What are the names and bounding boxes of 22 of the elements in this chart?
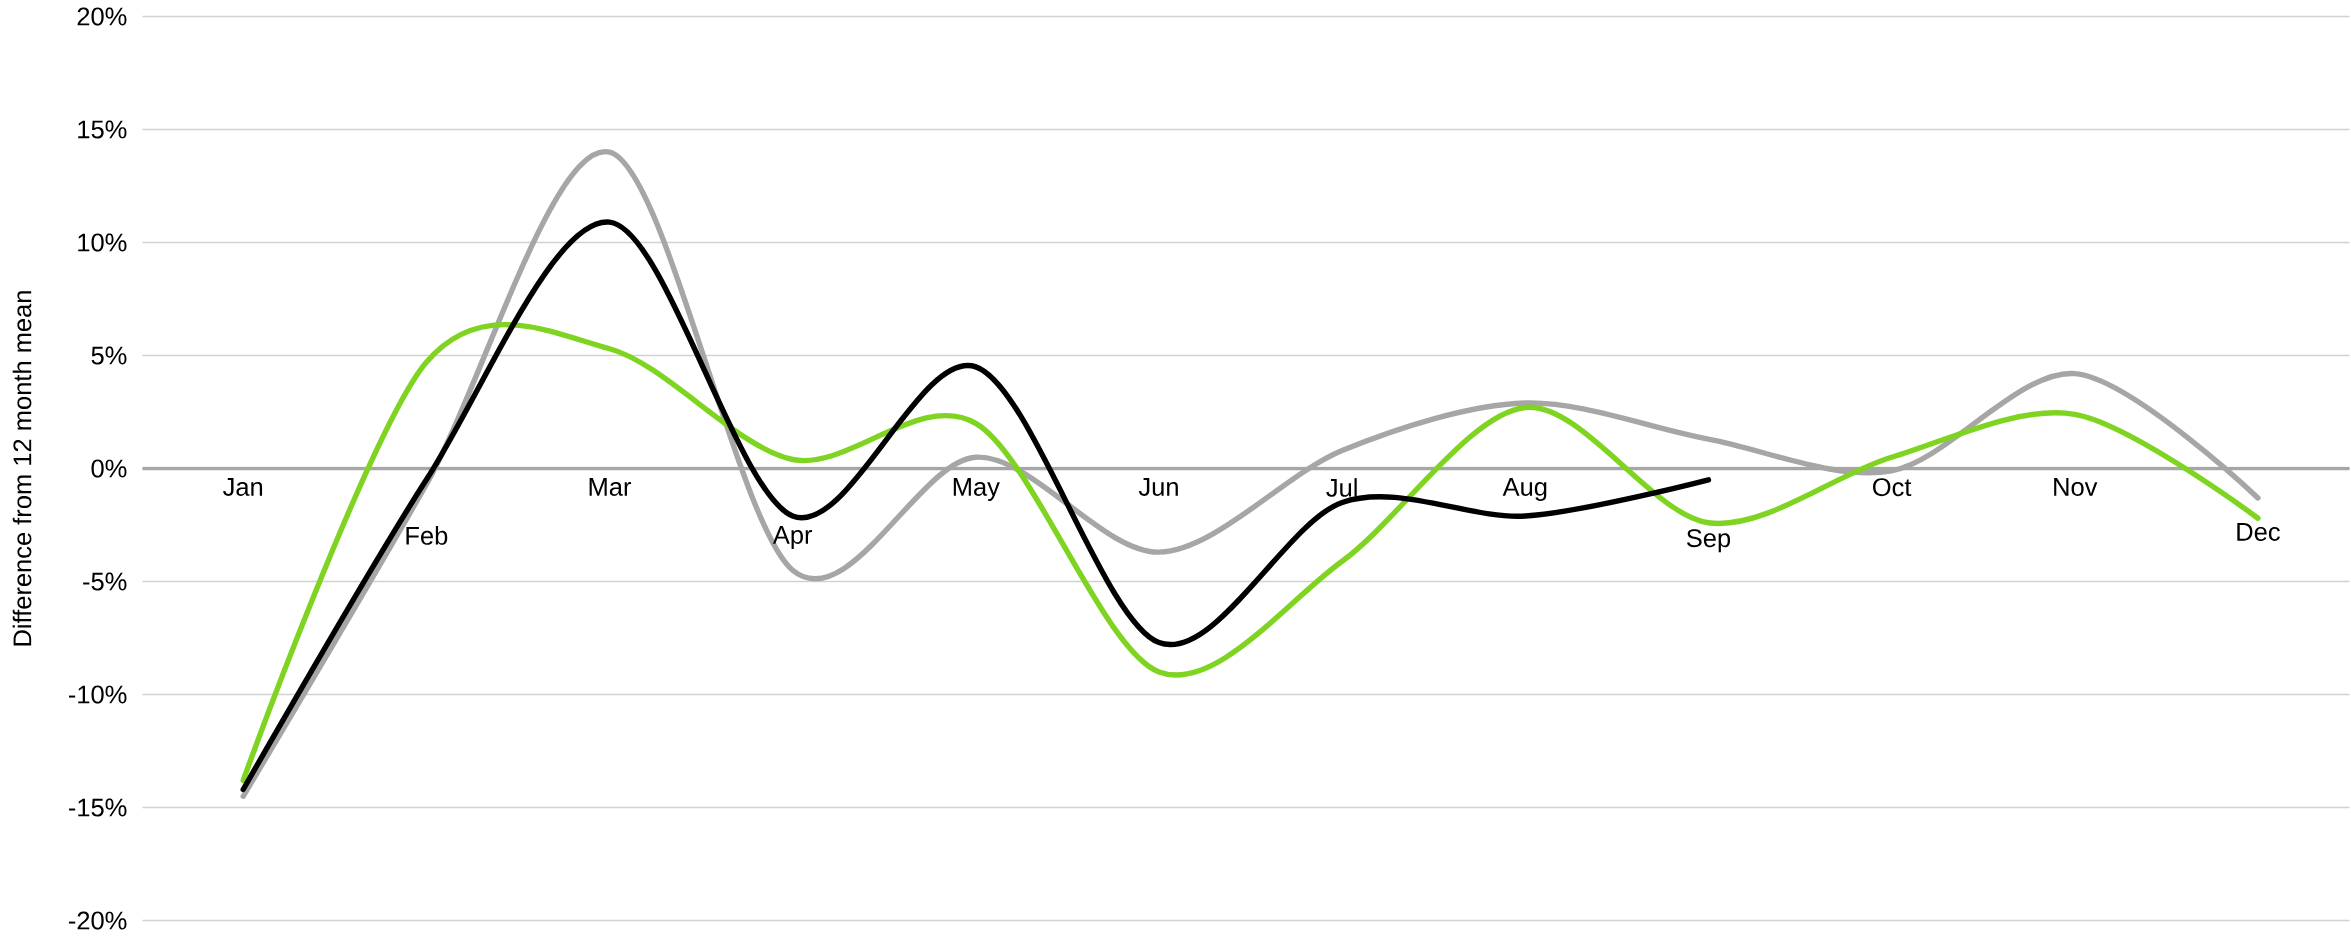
y-tick-label: -20%: [68, 911, 127, 930]
x-tick-label: Feb: [406, 526, 448, 546]
x-tick-label: Jan: [223, 478, 263, 497]
x-tick-label: Mar: [589, 478, 631, 497]
x-tick-label: Nov: [2054, 478, 2098, 497]
x-tick-label: May: [953, 478, 1000, 502]
y-tick-label: 15%: [78, 120, 127, 139]
x-tick-label: Jul: [1326, 478, 1357, 498]
y-tick-label: -10%: [68, 685, 127, 704]
x-tick-label: Aug: [1502, 478, 1547, 502]
y-tick-label: 10%: [78, 233, 127, 252]
y-axis-title: Difference from 12 month mean: [12, 291, 32, 646]
y-tick-label: -15%: [68, 798, 127, 817]
x-tick-label: Dec: [2237, 523, 2280, 542]
x-tick-label: Apr: [772, 526, 813, 550]
x-tick-label: Oct: [1873, 478, 1912, 497]
y-tick-label: -5%: [83, 572, 127, 591]
y-tick-label: 5%: [91, 346, 127, 365]
x-tick-label: Jun: [1138, 478, 1178, 497]
y-tick-label: 0%: [91, 459, 127, 478]
y-tick-label: 20%: [77, 7, 127, 26]
x-tick-label: Sep: [1686, 529, 1731, 553]
